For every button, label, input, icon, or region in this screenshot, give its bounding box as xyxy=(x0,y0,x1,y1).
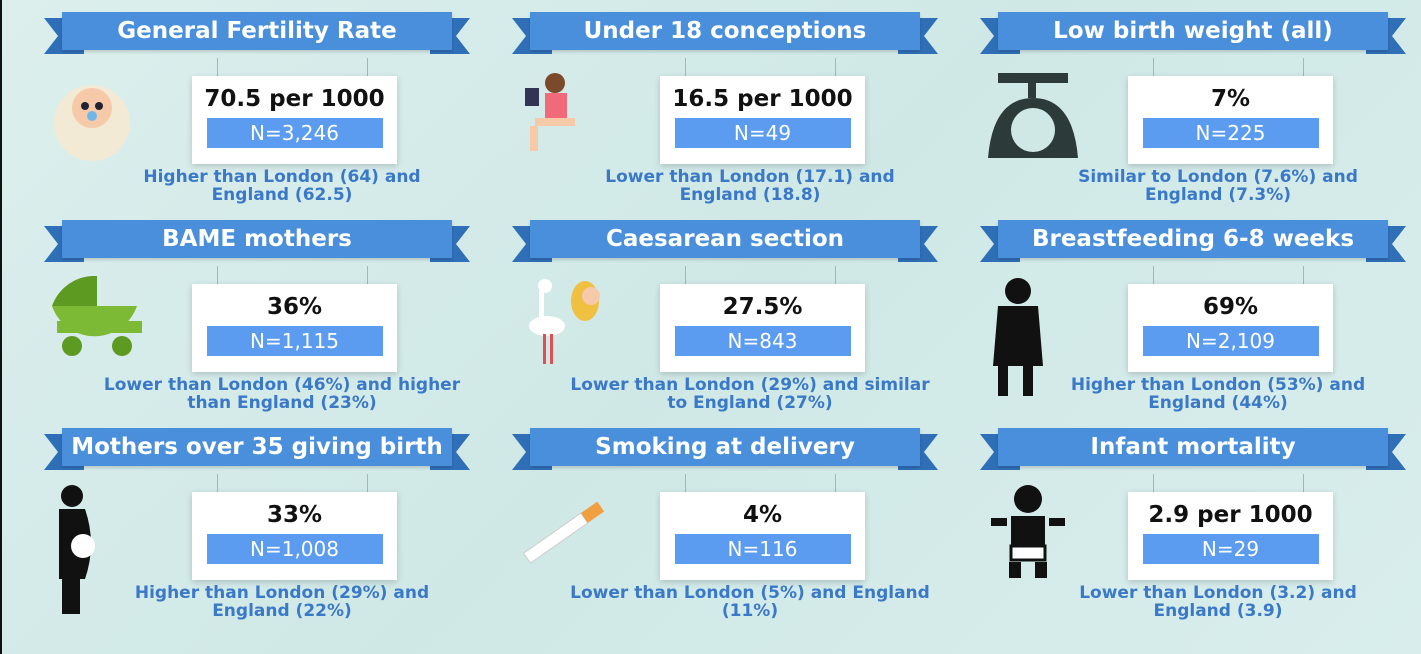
count: N=2,109 xyxy=(1143,326,1319,356)
comparison: Higher than London (64) and England (62.… xyxy=(102,168,462,204)
panel-title: Breastfeeding 6-8 weeks xyxy=(998,220,1388,258)
comparison: Lower than London (29%) and similar to E… xyxy=(570,376,930,412)
value: 27.5% xyxy=(660,294,865,320)
comparison: Lower than London (3.2) and England (3.9… xyxy=(1038,584,1398,620)
count: N=225 xyxy=(1143,118,1319,148)
ribbon: Under 18 conceptions xyxy=(530,12,920,54)
value: 16.5 per 1000 xyxy=(660,86,865,112)
icon xyxy=(47,484,107,618)
panel: General Fertility Rate 70.5 per 1000 N=3,2… xyxy=(22,6,492,213)
panel: BAME mothers 36% N=1,115 Lower than London … xyxy=(22,214,492,421)
panel: Infant mortality 2.9 per 1000 N=29 Lower th… xyxy=(958,422,1421,629)
value: 33% xyxy=(192,502,397,528)
panel-title: Mothers over 35 giving birth xyxy=(62,428,452,466)
panel: Caesarean section 27.5% N=843 Lower than Lo… xyxy=(490,214,960,421)
ribbon: BAME mothers xyxy=(62,220,452,262)
count: N=1,008 xyxy=(207,534,383,564)
comparison: Lower than London (5%) and England (11%) xyxy=(570,584,930,620)
icon xyxy=(515,484,615,583)
panel-title: Smoking at delivery xyxy=(530,428,920,466)
comparison: Lower than London (17.1) and England (18… xyxy=(570,168,930,204)
icon xyxy=(983,484,1083,583)
ribbon: Infant mortality xyxy=(998,428,1388,470)
value-card: 33% N=1,008 xyxy=(192,492,397,580)
icon xyxy=(47,276,157,375)
icon xyxy=(983,68,1083,167)
value: 36% xyxy=(192,294,397,320)
comparison: Lower than London (46%) and higher than … xyxy=(102,376,462,412)
ribbon: General Fertility Rate xyxy=(62,12,452,54)
ribbon: Caesarean section xyxy=(530,220,920,262)
panel: Mothers over 35 giving birth 33% N=1,008 Hi… xyxy=(22,422,492,629)
count: N=843 xyxy=(675,326,851,356)
panel: Breastfeeding 6-8 weeks 69% N=2,109 Higher … xyxy=(958,214,1421,421)
panel-title: Under 18 conceptions xyxy=(530,12,920,50)
ribbon: Breastfeeding 6-8 weeks xyxy=(998,220,1388,262)
comparison: Similar to London (7.6%) and England (7.… xyxy=(1038,168,1398,204)
value-card: 7% N=225 xyxy=(1128,76,1333,164)
comparison: Higher than London (53%) and England (44… xyxy=(1038,376,1398,412)
panel-title: Low birth weight (all) xyxy=(998,12,1388,50)
value-card: 2.9 per 1000 N=29 xyxy=(1128,492,1333,580)
comparison: Higher than London (29%) and England (22… xyxy=(102,584,462,620)
value: 4% xyxy=(660,502,865,528)
count: N=116 xyxy=(675,534,851,564)
value-card: 70.5 per 1000 N=3,246 xyxy=(192,76,397,164)
panel-title: General Fertility Rate xyxy=(62,12,452,50)
value-card: 69% N=2,109 xyxy=(1128,284,1333,372)
panel-title: Infant mortality xyxy=(998,428,1388,466)
value-card: 27.5% N=843 xyxy=(660,284,865,372)
icon xyxy=(515,276,615,375)
panel-title: Caesarean section xyxy=(530,220,920,258)
count: N=29 xyxy=(1143,534,1319,564)
value-card: 36% N=1,115 xyxy=(192,284,397,372)
count: N=1,115 xyxy=(207,326,383,356)
value-card: 16.5 per 1000 N=49 xyxy=(660,76,865,164)
panel: Under 18 conceptions 16.5 per 1000 N=49 Low… xyxy=(490,6,960,213)
panel-title: BAME mothers xyxy=(62,220,452,258)
count: N=3,246 xyxy=(207,118,383,148)
value: 69% xyxy=(1128,294,1333,320)
value-card: 4% N=116 xyxy=(660,492,865,580)
value: 70.5 per 1000 xyxy=(192,86,397,112)
count: N=49 xyxy=(675,118,851,148)
icon xyxy=(47,68,147,167)
value: 2.9 per 1000 xyxy=(1128,502,1333,528)
icon xyxy=(515,68,615,167)
ribbon: Smoking at delivery xyxy=(530,428,920,470)
infographic: General Fertility Rate 70.5 per 1000 N=3,2… xyxy=(0,0,1421,654)
ribbon: Mothers over 35 giving birth xyxy=(62,428,452,470)
ribbon: Low birth weight (all) xyxy=(998,12,1388,54)
panel: Low birth weight (all) 7% N=225 Similar to … xyxy=(958,6,1421,213)
value: 7% xyxy=(1128,86,1333,112)
panel: Smoking at delivery 4% N=116 Lower than Lon… xyxy=(490,422,960,629)
